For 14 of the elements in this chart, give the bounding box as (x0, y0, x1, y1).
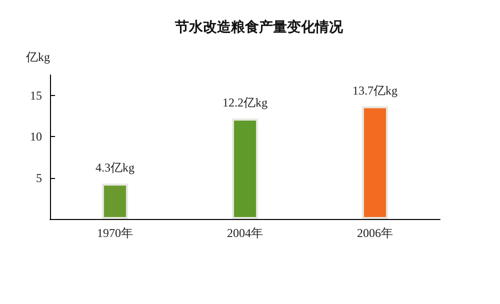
x-tick-label: 2006年 (357, 226, 393, 240)
x-tick-label: 1970年 (97, 226, 133, 240)
x-tick-label: 2004年 (227, 226, 263, 240)
bar (362, 106, 388, 219)
data-label: 13.7亿kg (352, 83, 398, 98)
data-label: 4.3亿kg (96, 160, 134, 175)
bar (232, 118, 258, 219)
chart-title: 节水改造粮食产量变化情况 (174, 18, 344, 36)
bar (102, 184, 128, 219)
y-axis-title: 亿kg (25, 50, 50, 64)
y-tick-label: 10 (30, 130, 42, 144)
y-tick-label: 5 (36, 170, 42, 185)
y-tick-label: 15 (30, 88, 42, 103)
data-label: 12.2亿kg (222, 96, 268, 110)
